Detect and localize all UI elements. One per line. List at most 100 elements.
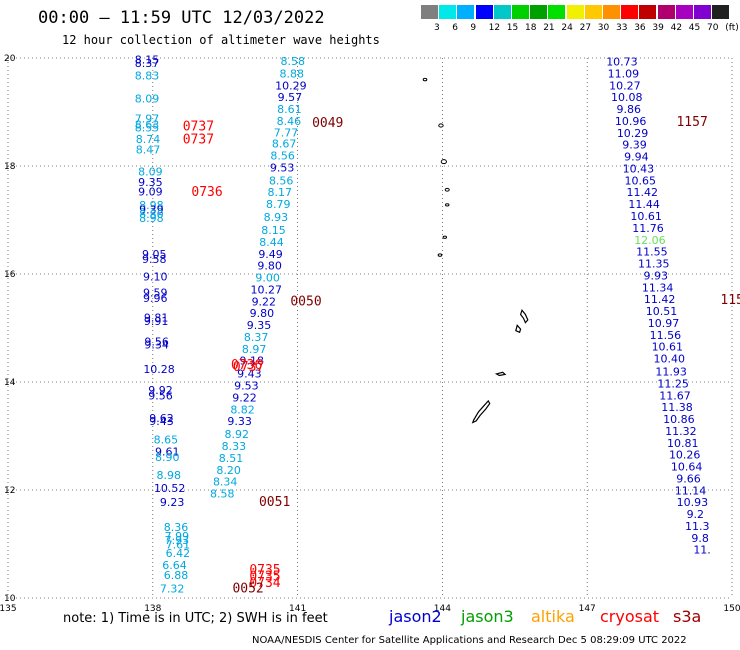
wave-height-label: 9.62 [149, 412, 174, 425]
credit-line: NOAA/NESDIS Center for Satellite Applica… [252, 635, 687, 646]
wave-height-label: 8.37 [244, 331, 269, 344]
pass-time-label: 0737 [183, 132, 214, 147]
wave-height-label: 9.53 [234, 380, 259, 393]
wave-height-label: 8.88 [280, 67, 305, 80]
wave-height-label: 11.56 [650, 329, 682, 342]
island-outline [440, 159, 447, 165]
wave-height-label: 8.61 [277, 103, 302, 116]
legend-swatch [493, 5, 511, 19]
island-outline [422, 77, 428, 82]
wave-height-label: 10.97 [648, 317, 680, 330]
wave-height-label: 8.56 [270, 150, 295, 163]
wave-height-label: 8.15 [261, 224, 286, 237]
wave-height-label: 8.97 [242, 343, 267, 356]
wave-height-label: 9.33 [227, 415, 252, 428]
wave-height-label: 9.93 [643, 269, 668, 282]
wave-height-label: 9.92 [148, 384, 173, 397]
wave-height-label: 7.99 [165, 530, 190, 543]
wave-height-label: 10.73 [606, 56, 638, 69]
island-outline [471, 399, 491, 424]
lat-tick-label: 20 [4, 54, 16, 64]
wave-height-label: 8.58 [210, 488, 235, 501]
legend-label: 70 [707, 23, 719, 33]
legend-label: 30 [597, 23, 610, 33]
wave-height-label: 8.47 [136, 144, 161, 157]
wave-height-label: 8.80 [139, 208, 164, 221]
lon-tick-label: 138 [144, 604, 161, 614]
legend-swatch [621, 5, 639, 19]
wave-height-label: 7.77 [274, 126, 299, 139]
wave-height-label: 9.86 [616, 103, 641, 116]
wave-height-label: 9.58 [142, 253, 167, 266]
island-outline [445, 203, 450, 207]
wave-height-label: 9.66 [676, 472, 701, 485]
satellite-jason2: jason2 [389, 607, 442, 626]
wave-height-label: 10.61 [630, 210, 662, 223]
wave-height-label: 9.8 [691, 532, 709, 545]
wave-height-label: 8.33 [222, 440, 247, 453]
wave-height-label: 9.18 [239, 355, 264, 368]
lat-tick-label: 12 [4, 486, 15, 496]
lat-tick-label: 10 [4, 594, 16, 604]
wave-height-label: 9.57 [278, 91, 303, 104]
legend-label: (ft) [725, 23, 739, 33]
wave-height-label: 8.98 [139, 199, 164, 212]
legend-swatch [584, 5, 602, 19]
wave-height-label: 7.32 [160, 583, 185, 596]
wave-height-label: 8.93 [264, 211, 289, 224]
pass-time-label: 0734 [249, 576, 280, 591]
wave-height-label: 11.93 [655, 366, 687, 379]
legend-swatch [675, 5, 693, 19]
island-outline [437, 253, 443, 257]
wave-height-label: 11.67 [659, 389, 691, 402]
wave-height-label: 9.09 [138, 186, 163, 199]
wave-height-label: 8.63 [135, 119, 160, 132]
lat-tick-label: 14 [4, 378, 16, 388]
pass-time-label: 0051 [259, 495, 290, 510]
wave-height-label: 8.98 [139, 212, 164, 225]
axis-tick-labels: 135 138 141 144 147 150 20 18 16 14 12 10 [0, 54, 740, 614]
wave-height-label: 8.65 [154, 434, 179, 447]
wave-height-label: 9.80 [257, 260, 282, 273]
wave-height-label: 9.43 [149, 415, 174, 428]
wave-height-label: 8.67 [272, 138, 297, 151]
wave-height-label: 8.98 [156, 469, 181, 482]
wave-height-label: 8.09 [135, 92, 160, 105]
wave-height-label: 9.96 [143, 292, 168, 305]
lon-tick-label: 144 [434, 604, 451, 614]
legend-label: 21 [543, 23, 555, 33]
legend-label: 33 [616, 23, 628, 33]
wave-height-label: 11.34 [642, 281, 674, 294]
wave-height-label: 9.23 [160, 496, 185, 509]
island-outline [494, 371, 507, 377]
wave-height-label: 9.39 [139, 204, 164, 217]
wave-height-label: 8.37 [135, 57, 160, 70]
wave-height-label: 9.80 [250, 307, 275, 320]
wave-height-label: 11.25 [657, 377, 689, 390]
wave-height-label: 10.27 [609, 79, 641, 92]
lat-tick-label: 16 [4, 270, 16, 280]
legend-swatch [712, 5, 730, 19]
wave-height-label: 11.35 [638, 258, 670, 271]
legend-label: 15 [506, 23, 519, 33]
legend-swatch [512, 5, 529, 19]
wave-height-label: 11.09 [608, 67, 640, 80]
map-subtitle: 12 hour collection of altimeter wave hei… [62, 33, 380, 47]
wave-height-label: 11.44 [628, 198, 660, 211]
satellite-s3a: s3a [673, 607, 702, 626]
wave-height-label: 10.61 [652, 341, 684, 354]
wave-height-label: 7.93 [165, 534, 190, 547]
wave-height-label: 8.44 [259, 236, 284, 249]
island-outline [442, 235, 448, 239]
wave-height-label: 9.22 [252, 295, 277, 308]
wave-height-label: 8.17 [267, 186, 292, 199]
legend-swatch [657, 5, 675, 19]
lon-tick-label: 141 [289, 604, 306, 614]
wave-height-label: 10.81 [667, 437, 699, 450]
legend-label: 42 [670, 23, 683, 33]
island-outline [515, 324, 522, 334]
legend-label: 18 [525, 23, 537, 33]
legend-swatch [475, 5, 493, 19]
wave-height-label: 8.83 [135, 70, 160, 83]
wave-height-label: 7.61 [166, 538, 191, 551]
